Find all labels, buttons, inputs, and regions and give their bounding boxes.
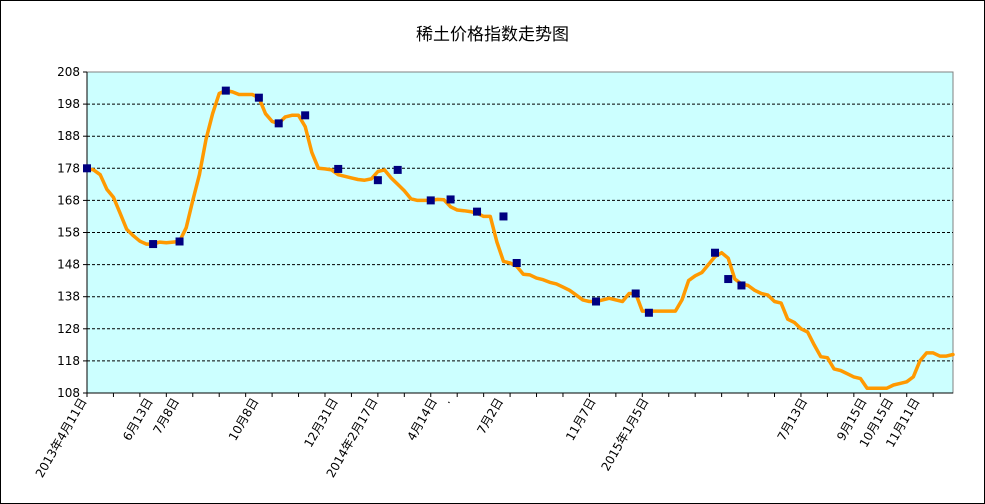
series-line — [85, 88, 955, 390]
x-tick-label: 10月8日 — [226, 396, 262, 444]
data-point-marker — [446, 195, 455, 204]
data-point-marker — [393, 165, 402, 174]
x-tick-label: . — [439, 396, 453, 406]
plot-area: 108 118 128 138 148 158 168 178 188 198 208 2013年4月… — [33, 65, 955, 480]
x-tick-label: 7月8日 — [150, 396, 182, 437]
x-tick-label: 4月14日 — [404, 396, 440, 444]
y-tick-label: 198 — [57, 97, 80, 111]
y-tick-label: 118 — [57, 354, 80, 368]
data-point-marker — [592, 297, 601, 306]
x-tick-label: 2013年4月11日 — [33, 396, 90, 480]
data-point-marker — [512, 258, 521, 267]
x-tick-label: 2015年1月5日 — [598, 396, 651, 474]
x-tick-label: 12月31日 — [301, 396, 340, 450]
data-point-marker — [473, 207, 482, 216]
data-point-marker — [644, 308, 653, 317]
data-point-marker — [274, 119, 283, 128]
x-tick-label: 6月13日 — [120, 396, 156, 444]
y-tick-label: 158 — [57, 226, 80, 240]
data-point-marker — [426, 196, 435, 205]
data-point-marker — [149, 240, 158, 249]
data-point-marker — [499, 212, 508, 221]
chart-title: 稀土价格指数走势图 — [416, 25, 569, 45]
y-tick-label: 168 — [57, 193, 80, 207]
x-tick-label: 7月2日 — [474, 395, 506, 436]
y-tick-label: 178 — [57, 161, 80, 175]
data-point-marker — [301, 111, 310, 120]
x-tick-label: 11月7日 — [563, 396, 599, 444]
y-tick-label: 128 — [57, 322, 80, 336]
x-tick-label: 7月13日 — [775, 396, 811, 444]
data-point-marker — [254, 93, 263, 102]
data-point-marker — [175, 237, 184, 246]
y-tick-label: 208 — [57, 65, 80, 79]
data-point-marker — [334, 164, 343, 173]
data-point-marker — [83, 164, 91, 173]
y-tick-label: 108 — [57, 386, 80, 400]
data-point-marker — [737, 281, 746, 290]
y-tick-label: 188 — [57, 129, 80, 143]
data-point-marker — [221, 86, 230, 95]
data-point-marker — [373, 176, 382, 185]
data-point-marker — [631, 289, 640, 298]
data-point-marker — [724, 275, 733, 284]
data-point-marker — [711, 248, 720, 257]
y-tick-label: 148 — [57, 258, 80, 272]
y-tick-label: 138 — [57, 290, 80, 304]
